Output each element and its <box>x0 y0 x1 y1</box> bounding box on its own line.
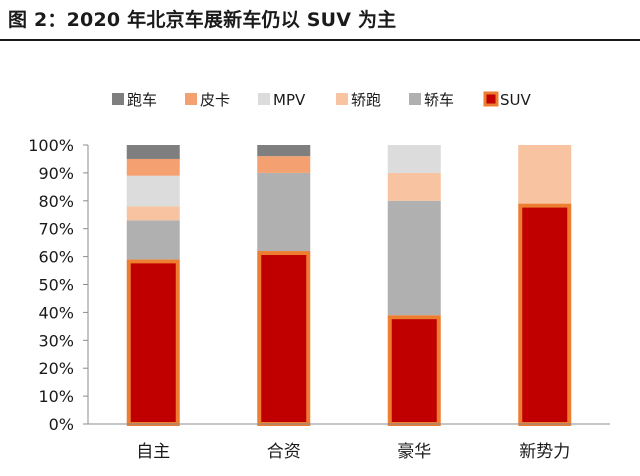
bar-segment-皮卡 <box>257 156 311 173</box>
y-tick-label: 90% <box>38 164 74 183</box>
legend-label-SUV: SUV <box>500 91 532 109</box>
legend-label-跑车: 跑车 <box>127 91 157 109</box>
bar-segment-轿车 <box>257 172 311 252</box>
y-tick-label: 100% <box>28 136 74 155</box>
legend-label-MPV: MPV <box>273 91 306 109</box>
bar-segment-SUV <box>387 315 441 426</box>
x-tick-label: 自主 <box>136 442 170 462</box>
bar-segment-轿跑 <box>387 172 441 201</box>
bar-segment-轿跑 <box>518 145 572 204</box>
bar-segment-SUV <box>126 259 180 427</box>
y-tick-label: 10% <box>38 387 74 406</box>
legend-label-轿跑: 轿跑 <box>351 91 381 109</box>
chart-title: 图 2：2020 年北京车展新车仍以 SUV 为主 <box>8 9 397 31</box>
bar-segment-跑车 <box>257 145 311 157</box>
x-tick-label: 豪华 <box>397 441 431 462</box>
legend-swatch-皮卡 <box>185 93 197 105</box>
y-tick-label: 60% <box>38 248 74 267</box>
y-tick-label: 50% <box>38 276 74 295</box>
y-tick-label: 20% <box>38 359 74 378</box>
bars <box>126 145 572 427</box>
bar-segment-皮卡 <box>126 158 180 176</box>
y-axis: 0% 10% 20% 30% 40% 50% 60% 70% 80% 90% 100% <box>28 136 89 434</box>
legend-swatch-跑车 <box>112 93 124 105</box>
y-tick-label: 80% <box>38 192 74 211</box>
bar-segment-SUV <box>518 203 572 426</box>
legend-label-皮卡: 皮卡 <box>200 91 230 109</box>
bar-segment-MPV <box>387 145 441 173</box>
x-tick-label: 新势力 <box>519 442 570 462</box>
title-divider <box>0 39 640 41</box>
x-tick-label: 合资 <box>267 442 301 462</box>
x-axis: 自主 合资 豪华 新势力 <box>88 423 610 462</box>
legend-swatch-轿跑 <box>336 93 348 105</box>
bar-segment-跑车 <box>126 145 180 159</box>
legend: 跑车 皮卡 MPV 轿跑 轿车 SUV <box>112 91 532 109</box>
y-tick-label: 40% <box>38 303 74 322</box>
legend-swatch-轿车 <box>409 93 421 105</box>
bar-segment-MPV <box>126 175 180 207</box>
bar-segment-轿跑 <box>126 206 180 221</box>
bar-segment-轿车 <box>126 220 180 260</box>
legend-swatch-MPV <box>258 93 270 105</box>
y-tick-label: 70% <box>38 220 74 239</box>
legend-swatch-SUV <box>483 91 499 107</box>
legend-label-轿车: 轿车 <box>424 91 454 109</box>
bar-segment-轿车 <box>387 200 441 316</box>
y-tick-label: 0% <box>49 415 74 434</box>
y-tick-label: 30% <box>38 331 74 350</box>
bar-segment-SUV <box>257 251 311 426</box>
